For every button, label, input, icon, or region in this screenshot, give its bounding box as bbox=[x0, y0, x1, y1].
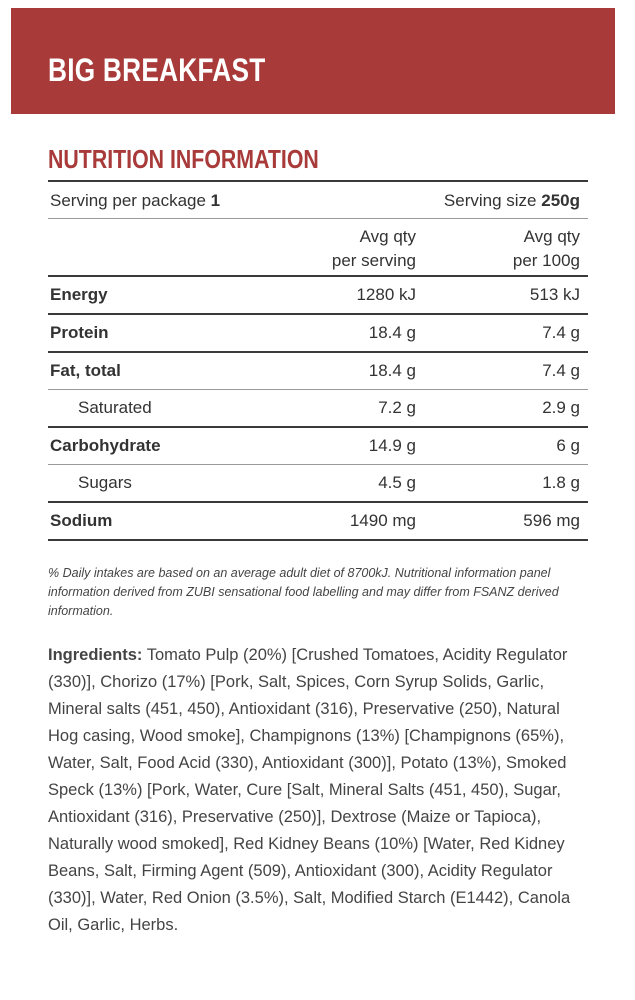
rule bbox=[48, 218, 588, 219]
row-per-serving: 18.4 g bbox=[368, 323, 416, 342]
rule bbox=[48, 351, 588, 353]
row-per-100g: 7.4 g bbox=[542, 361, 580, 380]
table-row-sodium: Sodium 1490 mg 596 mg bbox=[48, 503, 588, 539]
serving-per-package-value: 1 bbox=[210, 191, 221, 210]
table-row-carbohydrate: Carbohydrate 14.9 g 6 g bbox=[48, 428, 588, 464]
column-header-row: Avg qty per serving Avg qty per 100g bbox=[48, 219, 588, 275]
row-per-100g: 596 mg bbox=[523, 511, 580, 530]
row-per-serving: 1280 kJ bbox=[356, 285, 416, 304]
nutrition-table: Serving per package 1 Serving size 250g … bbox=[48, 180, 588, 541]
rule bbox=[48, 313, 588, 315]
rule bbox=[48, 464, 588, 465]
table-row-protein: Protein 18.4 g 7.4 g bbox=[48, 315, 588, 351]
row-per-100g: 6 g bbox=[556, 436, 580, 455]
rule bbox=[48, 426, 588, 428]
row-per-serving: 7.2 g bbox=[378, 398, 416, 417]
table-row-energy: Energy 1280 kJ 513 kJ bbox=[48, 277, 588, 313]
table-top-rule bbox=[48, 180, 588, 182]
product-title: BIG BREAKFAST bbox=[48, 52, 266, 88]
row-label: Sugars bbox=[78, 473, 132, 492]
row-per-serving: 1490 mg bbox=[349, 511, 416, 530]
row-per-100g: 2.9 g bbox=[542, 398, 580, 417]
serving-row: Serving per package 1 Serving size 250g bbox=[48, 182, 588, 218]
table-bottom-rule bbox=[48, 539, 588, 541]
ingredients-paragraph: Ingredients: Tomato Pulp (20%) [Crushed … bbox=[48, 642, 588, 939]
row-per-serving: 18.4 g bbox=[368, 361, 416, 380]
rule bbox=[48, 501, 588, 503]
serving-per-package: Serving per package 1 bbox=[50, 191, 220, 211]
serving-per-package-label: Serving per package bbox=[50, 191, 206, 210]
column-header-per-serving: Avg qty per serving bbox=[331, 227, 416, 270]
nutrition-section-title: NUTRITION INFORMATION bbox=[48, 144, 319, 174]
row-label: Carbohydrate bbox=[50, 436, 161, 455]
row-label: Protein bbox=[50, 323, 109, 342]
serving-size-label: Serving size bbox=[443, 191, 537, 210]
daily-intake-footnote: % Daily intakes are based on an average … bbox=[48, 566, 559, 618]
serving-size: Serving size 250g bbox=[444, 191, 580, 211]
row-per-serving: 14.9 g bbox=[368, 436, 416, 455]
row-per-100g: 7.4 g bbox=[542, 323, 580, 342]
row-label: Energy bbox=[50, 285, 108, 304]
row-label: Fat, total bbox=[50, 361, 121, 380]
table-row-fat-total: Fat, total 18.4 g 7.4 g bbox=[48, 353, 588, 389]
row-label: Saturated bbox=[78, 398, 152, 417]
serving-size-value: 250g bbox=[541, 191, 580, 210]
rule bbox=[48, 275, 588, 277]
title-banner: BIG BREAKFAST bbox=[11, 8, 615, 114]
row-label: Sodium bbox=[50, 511, 113, 530]
row-per-serving: 4.5 g bbox=[378, 473, 416, 492]
row-per-100g: 1.8 g bbox=[542, 473, 580, 492]
row-per-100g: 513 kJ bbox=[529, 285, 580, 304]
ingredients-label: Ingredients: bbox=[48, 646, 143, 664]
rule bbox=[48, 389, 588, 390]
table-row-saturated: Saturated 7.2 g 2.9 g bbox=[48, 390, 588, 426]
table-row-sugars: Sugars 4.5 g 1.8 g bbox=[48, 465, 588, 501]
column-header-per-100g: Avg qty per 100g bbox=[512, 227, 580, 270]
ingredients-text: Tomato Pulp (20%) [Crushed Tomatoes, Aci… bbox=[48, 646, 571, 934]
